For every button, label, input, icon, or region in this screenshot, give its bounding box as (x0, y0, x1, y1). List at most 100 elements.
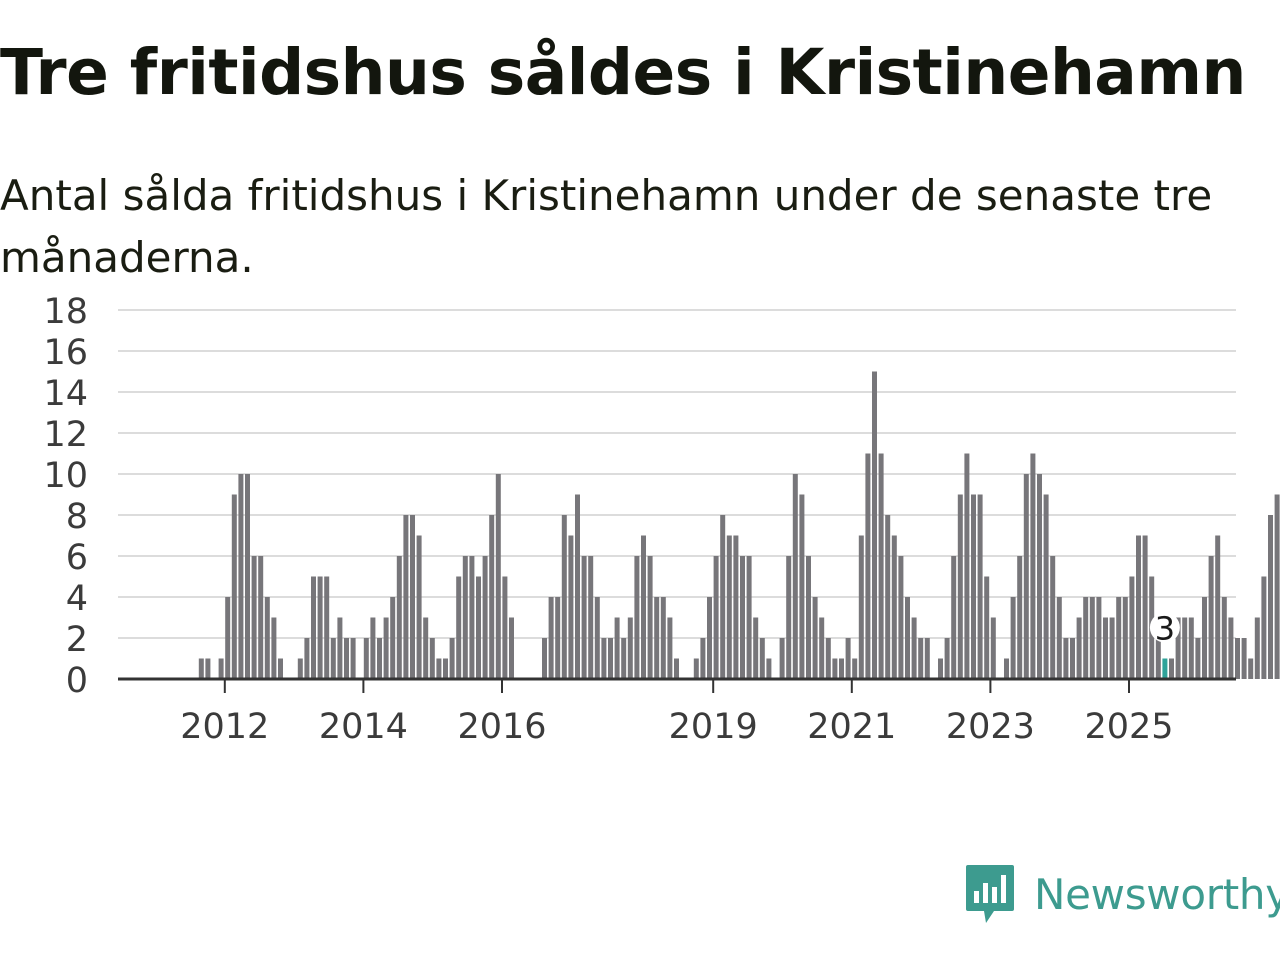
bar (1083, 597, 1089, 679)
bar (509, 617, 514, 679)
bar (423, 617, 429, 679)
bar (726, 535, 732, 679)
bar (1221, 597, 1227, 679)
bar (858, 535, 864, 679)
bar (957, 494, 963, 679)
bar (1155, 638, 1161, 679)
bar (1004, 658, 1009, 679)
y-tick-label: 0 (66, 661, 88, 701)
bar (1010, 597, 1016, 679)
bar (311, 576, 316, 679)
bar (264, 597, 270, 679)
bar (377, 638, 382, 679)
bar (693, 658, 699, 679)
bar (456, 576, 462, 679)
bar (383, 617, 389, 679)
bar (667, 617, 673, 679)
bar (601, 638, 607, 679)
brand-name: Newsworthy (1034, 869, 1280, 919)
bar (396, 556, 402, 679)
bar (205, 658, 211, 679)
data-label: 3 (1155, 610, 1175, 648)
bar (1175, 617, 1181, 679)
bar (403, 515, 409, 679)
bar (1195, 638, 1201, 679)
bar (1096, 597, 1102, 679)
bar (245, 474, 250, 679)
bar (627, 617, 633, 679)
bar (1268, 515, 1273, 679)
gridlines (118, 309, 1236, 639)
bar (878, 453, 884, 679)
bar (832, 658, 838, 679)
bar (746, 556, 752, 679)
y-tick-label: 6 (66, 538, 88, 578)
bar (885, 515, 891, 679)
bar (792, 474, 798, 679)
bar (251, 556, 257, 679)
bar (324, 576, 330, 679)
bar (489, 515, 495, 679)
y-tick-label: 4 (66, 579, 88, 619)
bar (344, 638, 349, 679)
bar (971, 494, 976, 679)
bars (198, 371, 1280, 679)
y-tick-label: 2 (66, 620, 88, 660)
bar (733, 535, 739, 679)
bar (1037, 474, 1042, 679)
page-title: Tre fritidshus såldes i Kristinehamn (0, 36, 1246, 109)
bar (317, 576, 323, 679)
bar (938, 658, 943, 679)
bar (1056, 597, 1062, 679)
x-tick-label: 2025 (1084, 707, 1173, 747)
bar (634, 556, 640, 679)
bar (951, 556, 957, 679)
brand: Newsworthy (964, 862, 1280, 926)
bar (766, 658, 772, 679)
bar (1235, 638, 1240, 679)
bar (898, 556, 904, 679)
x-tick-label: 2012 (180, 707, 269, 747)
bar (1122, 597, 1128, 679)
bar (641, 535, 646, 679)
x-tick-label: 2019 (669, 707, 758, 747)
bar (924, 638, 930, 679)
bar-highlight (1162, 658, 1168, 679)
bar (660, 597, 666, 679)
bar (330, 638, 336, 679)
bar (944, 638, 950, 679)
bar (918, 638, 924, 679)
bar (548, 597, 554, 679)
bar (608, 638, 613, 679)
bar (350, 638, 356, 679)
bar (964, 453, 970, 679)
bar (700, 638, 706, 679)
bar (825, 638, 831, 679)
bar (872, 371, 877, 679)
y-tick-label: 12 (43, 415, 88, 455)
y-tick-label: 14 (43, 374, 88, 414)
bar (1070, 638, 1075, 679)
bar (839, 658, 844, 679)
bar (845, 638, 851, 679)
bar (865, 453, 871, 679)
bar (555, 597, 561, 679)
bar (436, 658, 442, 679)
x-tick-label: 2014 (319, 707, 408, 747)
bar (707, 597, 712, 679)
bar (1228, 617, 1234, 679)
bar (1254, 617, 1260, 679)
bar (812, 597, 818, 679)
bar (852, 658, 858, 679)
bar (429, 638, 435, 679)
bar (1023, 474, 1029, 679)
bar (304, 638, 310, 679)
bar (1030, 453, 1036, 679)
bar (977, 494, 983, 679)
bar (225, 597, 231, 679)
bar (271, 617, 277, 679)
bar (614, 617, 620, 679)
bar (594, 597, 600, 679)
bar (786, 556, 792, 679)
y-tick-label: 16 (43, 333, 88, 373)
